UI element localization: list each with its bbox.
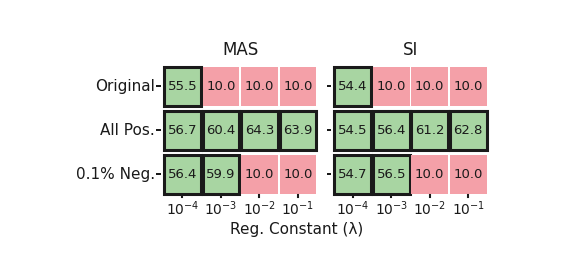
Text: $10^{-3}$: $10^{-3}$ <box>375 199 408 218</box>
Bar <box>164 67 201 106</box>
Bar <box>412 67 448 106</box>
Text: 10.0: 10.0 <box>283 80 313 93</box>
Text: 10.0: 10.0 <box>415 80 444 93</box>
Bar <box>373 111 410 150</box>
Text: 56.4: 56.4 <box>376 124 406 137</box>
Bar <box>327 85 331 88</box>
Text: 63.9: 63.9 <box>283 124 313 137</box>
Text: Original: Original <box>95 79 155 94</box>
Text: 54.5: 54.5 <box>338 124 368 137</box>
Text: 10.0: 10.0 <box>206 80 236 93</box>
Bar <box>203 111 239 150</box>
Bar <box>327 129 331 131</box>
Bar <box>280 111 316 150</box>
Bar <box>450 111 487 150</box>
Text: 54.7: 54.7 <box>338 168 368 181</box>
Bar <box>241 67 278 106</box>
Text: 56.7: 56.7 <box>168 124 197 137</box>
Text: 10.0: 10.0 <box>415 168 444 181</box>
Text: 10.0: 10.0 <box>245 80 274 93</box>
Text: 10.0: 10.0 <box>283 168 313 181</box>
Text: $10^{-2}$: $10^{-2}$ <box>413 199 446 218</box>
Bar <box>241 111 278 150</box>
Bar <box>412 111 448 150</box>
Bar <box>334 155 371 194</box>
Text: 10.0: 10.0 <box>454 80 483 93</box>
Bar <box>280 155 316 194</box>
Bar <box>450 67 487 106</box>
Text: 62.8: 62.8 <box>454 124 483 137</box>
Bar <box>164 111 201 150</box>
Text: MAS: MAS <box>222 41 258 59</box>
Bar <box>334 111 371 150</box>
Bar <box>280 67 316 106</box>
Text: 0.1% Neg.: 0.1% Neg. <box>76 167 155 182</box>
Text: $10^{-1}$: $10^{-1}$ <box>281 199 314 218</box>
Text: 54.4: 54.4 <box>338 80 368 93</box>
Text: 10.0: 10.0 <box>376 80 406 93</box>
Text: 60.4: 60.4 <box>206 124 236 137</box>
Bar <box>334 67 371 106</box>
Bar <box>164 155 201 194</box>
Bar <box>241 155 278 194</box>
Text: 56.4: 56.4 <box>168 168 197 181</box>
Text: 55.5: 55.5 <box>168 80 197 93</box>
Text: 61.2: 61.2 <box>415 124 444 137</box>
Text: 56.5: 56.5 <box>376 168 406 181</box>
Bar <box>203 155 239 194</box>
Text: Reg. Constant (λ): Reg. Constant (λ) <box>229 222 363 236</box>
Text: 10.0: 10.0 <box>245 168 274 181</box>
Bar <box>157 85 161 88</box>
Text: $10^{-3}$: $10^{-3}$ <box>204 199 238 218</box>
Text: 10.0: 10.0 <box>454 168 483 181</box>
Text: 64.3: 64.3 <box>245 124 274 137</box>
Text: SI: SI <box>403 41 418 59</box>
Bar <box>412 155 448 194</box>
Bar <box>157 173 161 176</box>
Text: $10^{-4}$: $10^{-4}$ <box>166 199 199 218</box>
Text: $10^{-1}$: $10^{-1}$ <box>451 199 485 218</box>
Bar <box>450 155 487 194</box>
Text: All Pos.: All Pos. <box>101 123 155 138</box>
Text: $10^{-2}$: $10^{-2}$ <box>243 199 276 218</box>
Bar <box>373 67 410 106</box>
Text: $10^{-4}$: $10^{-4}$ <box>336 199 369 218</box>
Bar <box>373 155 410 194</box>
Text: 59.9: 59.9 <box>206 168 236 181</box>
Bar <box>157 129 161 131</box>
Bar <box>327 173 331 176</box>
Bar <box>203 67 239 106</box>
